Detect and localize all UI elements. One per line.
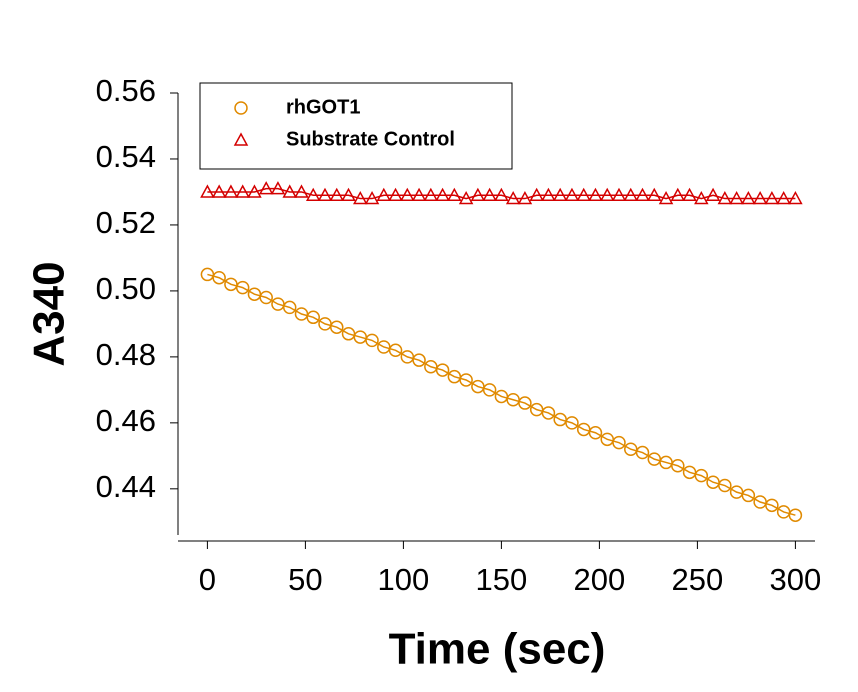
data-point (788, 508, 803, 522)
x-tick-label: 300 (770, 562, 822, 597)
data-point (341, 187, 356, 202)
data-point (306, 310, 320, 325)
legend-marker (234, 101, 248, 115)
data-point (717, 190, 733, 205)
data-point (353, 190, 368, 205)
y-tick-label: 0.44 (96, 469, 156, 504)
data-point (388, 343, 403, 358)
data-point (482, 383, 497, 397)
data-point (211, 184, 227, 198)
x-tick-label: 200 (574, 562, 626, 597)
data-point (282, 184, 297, 198)
data-point (623, 187, 639, 202)
data-point (635, 445, 650, 460)
data-point (423, 187, 439, 202)
data-point (588, 425, 603, 440)
data-point (270, 181, 286, 195)
data-point (565, 416, 579, 430)
legend-marker (233, 132, 249, 146)
legend-box (199, 82, 513, 170)
data-point (365, 333, 379, 348)
data-point (259, 290, 273, 305)
x-tick-label: 100 (378, 562, 430, 597)
data-point (294, 184, 309, 198)
data-point (459, 373, 473, 387)
x-tick-label: 150 (476, 562, 528, 597)
data-point (505, 190, 521, 205)
data-point (317, 187, 333, 202)
y-tick-label: 0.52 (96, 205, 156, 240)
data-point (658, 190, 674, 205)
legend-label: Substrate Control (286, 128, 455, 150)
data-point (517, 190, 533, 205)
data-point (258, 181, 274, 195)
data-point (376, 187, 392, 202)
data-point (752, 190, 768, 205)
data-point (364, 190, 380, 205)
series-line (207, 273, 796, 516)
y-tick-label: 0.48 (96, 337, 156, 372)
data-point (458, 190, 474, 205)
data-point (612, 435, 626, 450)
data-point (729, 190, 744, 205)
data-point (694, 468, 709, 483)
data-point (247, 184, 262, 198)
x-tick-label: 0 (199, 562, 216, 597)
data-point (741, 488, 756, 503)
data-point (212, 270, 226, 285)
data-point (765, 498, 779, 513)
data-point (682, 187, 697, 202)
x-tick-label: 250 (672, 562, 724, 597)
data-point (611, 187, 627, 202)
y-tick-label: 0.50 (96, 271, 156, 306)
data-point (305, 187, 321, 202)
y-tick-label: 0.54 (96, 139, 156, 174)
data-point (482, 187, 497, 202)
data-point (635, 187, 650, 202)
x-axis-title: Time (sec) (389, 625, 606, 674)
data-point (588, 187, 603, 202)
data-point (330, 320, 344, 334)
data-point (388, 187, 403, 202)
data-point (541, 187, 556, 202)
data-point (564, 187, 580, 202)
data-point (235, 184, 250, 198)
data-point (435, 187, 450, 202)
legend-label: rhGOT1 (286, 96, 360, 118)
y-tick-label: 0.56 (96, 73, 156, 108)
data-point (200, 184, 215, 198)
data-point (329, 187, 345, 202)
data-point (529, 187, 544, 202)
y-tick-label: 0.46 (96, 403, 156, 438)
data-point (470, 187, 486, 202)
data-point (671, 458, 685, 473)
data-point (670, 187, 686, 202)
data-point (447, 187, 462, 202)
data-point (599, 187, 615, 202)
data-point (235, 280, 250, 295)
data-point (576, 187, 591, 202)
data-point (541, 406, 556, 420)
x-tick-label: 50 (288, 562, 322, 597)
data-point (764, 190, 780, 205)
data-point (223, 184, 239, 198)
data-point (411, 187, 427, 202)
data-point (741, 190, 756, 205)
data-point (705, 187, 721, 202)
data-point (494, 187, 509, 202)
data-point (788, 190, 803, 205)
data-point (552, 187, 568, 202)
data-point (282, 300, 297, 315)
data-point (647, 187, 662, 202)
data-point (776, 190, 791, 205)
data-point (400, 187, 415, 202)
y-axis-title: A340 (25, 261, 74, 366)
data-point (412, 353, 426, 367)
data-point (718, 478, 732, 493)
data-point (518, 396, 532, 410)
data-point (694, 190, 709, 205)
data-point (435, 363, 450, 377)
